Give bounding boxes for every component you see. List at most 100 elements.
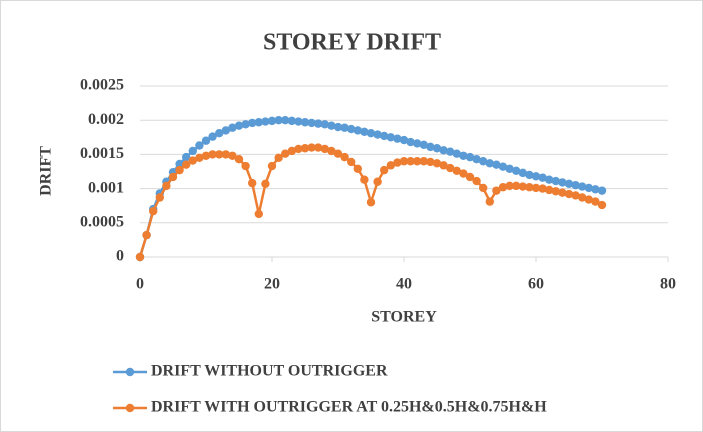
point (564, 189, 574, 199)
point (551, 176, 560, 186)
point (498, 162, 508, 171)
point (155, 193, 164, 202)
point (591, 197, 600, 206)
point (254, 209, 263, 219)
x-tick-label: 20 (264, 276, 280, 293)
point (472, 154, 481, 164)
point (564, 179, 574, 189)
point (333, 149, 343, 158)
point (149, 206, 158, 216)
y-tick-label: 0.001 (88, 179, 124, 196)
legend-marker (125, 367, 135, 377)
point (188, 146, 197, 156)
point (347, 157, 356, 167)
point (419, 140, 428, 150)
point (333, 122, 343, 132)
point (406, 137, 415, 147)
point (419, 157, 428, 166)
point (300, 118, 310, 127)
legend-label: DRIFT WITHOUT OUTRIGGER (151, 363, 388, 380)
point (571, 180, 580, 190)
point (446, 147, 455, 156)
point (465, 152, 475, 162)
point (228, 123, 237, 132)
point (380, 165, 389, 175)
point (373, 177, 382, 186)
point (426, 157, 435, 167)
y-axis-label: DRIFT (38, 146, 55, 196)
point (591, 185, 600, 194)
point (446, 163, 455, 173)
point (135, 252, 145, 262)
point (492, 186, 501, 195)
point (360, 175, 369, 184)
point (393, 134, 402, 143)
point (366, 198, 376, 207)
point (320, 120, 329, 129)
point (175, 165, 184, 175)
point (597, 200, 607, 210)
point (287, 116, 296, 126)
point (512, 166, 521, 176)
point (281, 116, 290, 125)
y-tick-label: 0 (116, 248, 124, 265)
point (195, 141, 204, 150)
point (538, 173, 547, 182)
point (360, 127, 369, 137)
point (505, 164, 514, 173)
point (551, 187, 560, 196)
point (353, 164, 362, 173)
point (300, 144, 310, 153)
point (307, 143, 316, 152)
point (558, 188, 567, 197)
point (512, 181, 521, 191)
point (347, 124, 356, 134)
point (201, 136, 211, 145)
point (406, 157, 415, 166)
point (485, 197, 494, 206)
point (432, 144, 442, 153)
x-axis-label: STOREY (371, 309, 437, 326)
point (432, 159, 442, 168)
point (188, 156, 197, 165)
point (294, 144, 303, 154)
point (584, 195, 593, 204)
point (241, 161, 250, 171)
point (294, 117, 303, 126)
point (261, 117, 270, 126)
point (327, 146, 336, 156)
point (380, 131, 389, 141)
point (241, 120, 250, 129)
point (584, 183, 593, 193)
point (267, 161, 277, 171)
point (373, 130, 382, 139)
point (327, 121, 336, 130)
point (426, 142, 435, 152)
point (439, 146, 448, 155)
point (248, 118, 257, 128)
x-tick-label: 40 (396, 276, 412, 293)
point (340, 152, 349, 162)
point (162, 181, 171, 191)
point (142, 230, 151, 240)
point (182, 160, 191, 169)
point (208, 132, 217, 141)
point (538, 184, 547, 193)
legend-label: DRIFT WITH OUTRIGGER AT 0.25H&0.5H&0.75H… (151, 399, 547, 416)
point (221, 126, 230, 135)
point (195, 153, 204, 163)
point (386, 161, 395, 170)
point (558, 178, 567, 187)
y-tick-label: 0.0025 (80, 77, 124, 94)
point (399, 157, 409, 166)
point (314, 143, 323, 152)
point (340, 123, 349, 132)
point (274, 153, 283, 163)
point (366, 128, 376, 138)
point (320, 144, 329, 154)
point (525, 183, 534, 192)
point (168, 172, 178, 182)
x-tick-label: 0 (136, 276, 144, 293)
